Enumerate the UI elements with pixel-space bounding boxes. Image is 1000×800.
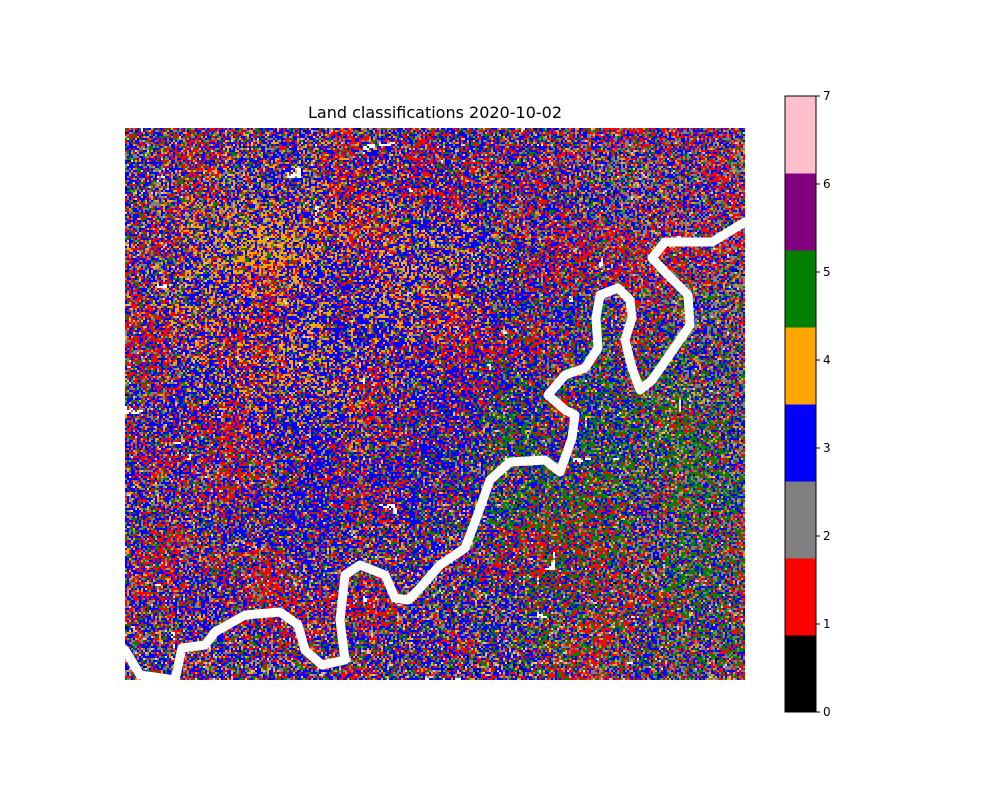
classification-map — [120, 128, 750, 685]
colorbar-outline — [784, 95, 817, 713]
colorbar-tick-label-7: 7 — [823, 89, 831, 103]
colorbar-segment-5 — [785, 250, 816, 328]
map-raster — [125, 128, 745, 680]
colorbar-tick-label-6: 6 — [823, 177, 831, 191]
colorbar-tick-label-3: 3 — [823, 441, 831, 455]
colorbar-segment-4 — [785, 327, 816, 405]
colorbar — [785, 96, 816, 713]
colorbar-tick-label-4: 4 — [823, 353, 831, 367]
colorbar-segment-3 — [785, 404, 816, 482]
colorbar-tick-label-0: 0 — [823, 705, 831, 719]
colorbar-segment-6 — [785, 173, 816, 251]
river-path — [120, 217, 750, 685]
chart-title: Land classifications 2020-10-02 — [308, 103, 562, 122]
colorbar-segment-1 — [785, 558, 816, 636]
colorbar-segment-2 — [785, 481, 816, 559]
colorbar-ticks: 0 1 2 3 4 5 6 7 — [816, 89, 831, 719]
colorbar-tick-label-2: 2 — [823, 529, 831, 543]
colorbar-tick-label-5: 5 — [823, 265, 831, 279]
colorbar-segment-7 — [785, 96, 816, 174]
colorbar-segment-0 — [785, 635, 816, 713]
colorbar-tick-label-1: 1 — [823, 617, 831, 631]
